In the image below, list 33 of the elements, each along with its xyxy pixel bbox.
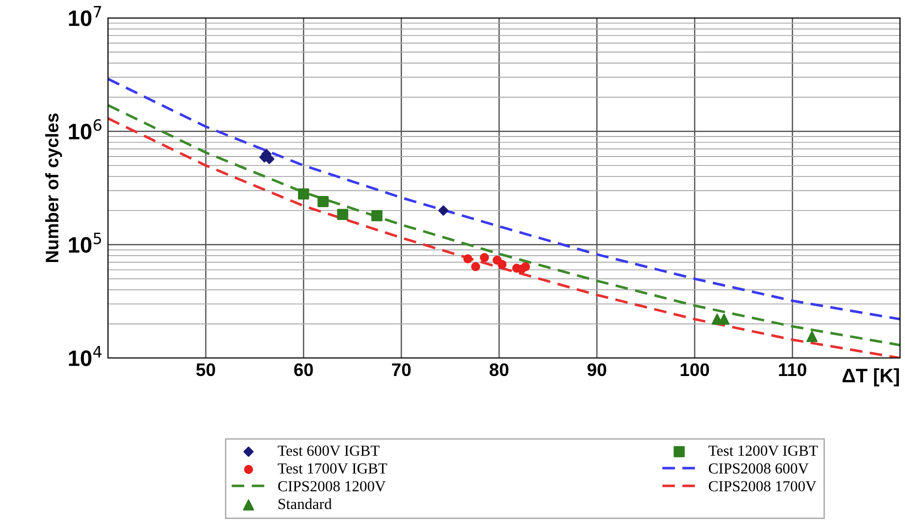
legend-label: Test 1200V IGBT bbox=[708, 446, 818, 456]
x-tick-label: 90 bbox=[587, 363, 606, 376]
point bbox=[298, 188, 310, 200]
point bbox=[520, 262, 530, 272]
x-tick-label: 70 bbox=[392, 363, 411, 376]
point bbox=[463, 254, 472, 264]
point bbox=[498, 260, 507, 269]
x-axis-title: ΔT [K] bbox=[842, 368, 899, 386]
point bbox=[718, 314, 730, 325]
point bbox=[480, 253, 489, 262]
y-tick-label: 10$^{4}$ bbox=[68, 346, 102, 366]
x-tick-label: 60 bbox=[294, 363, 313, 376]
point bbox=[438, 205, 448, 216]
x-tick-label: 110 bbox=[779, 363, 806, 376]
x-tick-label: 100 bbox=[680, 363, 709, 376]
point bbox=[337, 208, 348, 220]
point bbox=[471, 262, 480, 272]
legend-label: CIPS2008 1200V bbox=[278, 481, 386, 492]
point bbox=[806, 330, 818, 342]
y-tick-label: 10$^{6}$ bbox=[68, 119, 102, 140]
legend-label: CIPS2008 1700V bbox=[708, 481, 816, 492]
point bbox=[318, 196, 329, 208]
y-axis-title: Number of cycles bbox=[45, 113, 62, 262]
legend-label: Standard bbox=[278, 498, 332, 510]
legend-label: Test 600V IGBT bbox=[278, 446, 380, 456]
y-tick-label: 10$^{7}$ bbox=[68, 6, 102, 26]
legend-label: CIPS2008 600V bbox=[708, 463, 809, 474]
x-tick-label: 50 bbox=[196, 363, 216, 376]
x-tick-label: 80 bbox=[490, 363, 508, 376]
line-series bbox=[108, 78, 900, 320]
point bbox=[371, 210, 382, 222]
legend-label: Test 1700V IGBT bbox=[278, 463, 388, 474]
y-tick-label: 10$^{5}$ bbox=[68, 232, 102, 253]
